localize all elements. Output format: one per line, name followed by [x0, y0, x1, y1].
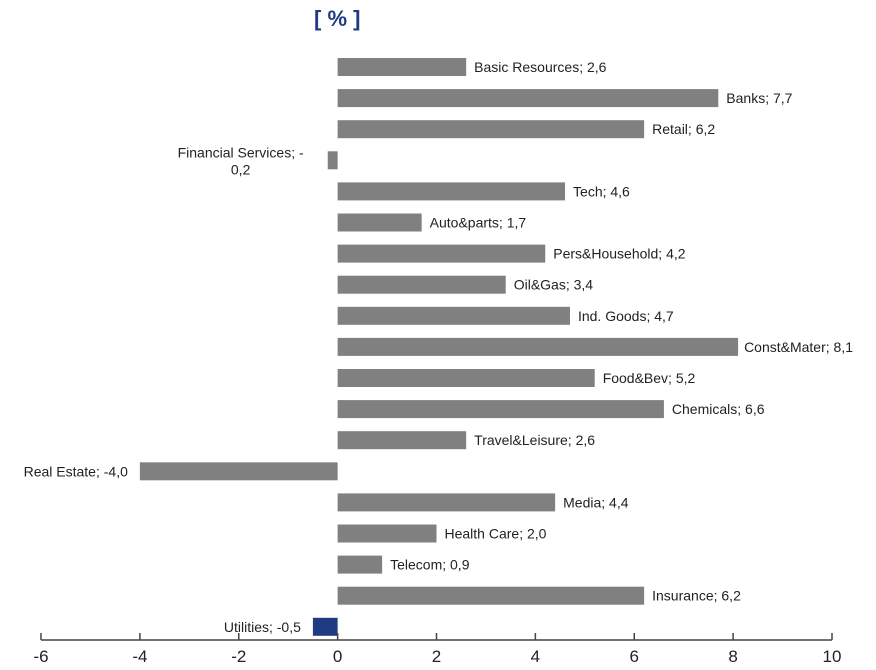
unit-label: [ % ]	[314, 6, 361, 31]
data-label: Pers&Household; 4,2	[553, 246, 686, 262]
data-label: Real Estate; -4,0	[24, 463, 128, 479]
bar	[337, 244, 546, 263]
data-label: Banks; 7,7	[726, 90, 792, 106]
bar	[337, 182, 566, 201]
x-tick-label: 4	[531, 647, 540, 666]
data-label: Food&Bev; 5,2	[603, 370, 696, 386]
data-label: Basic Resources; 2,6	[474, 59, 606, 75]
bar	[337, 431, 467, 450]
bar	[337, 555, 383, 574]
bar	[139, 462, 338, 481]
data-label: Travel&Leisure; 2,6	[474, 432, 595, 448]
data-label: Oil&Gas; 3,4	[514, 277, 594, 293]
data-label: Ind. Goods; 4,7	[578, 308, 674, 324]
x-tick-label: -6	[33, 647, 48, 666]
data-label: Const&Mater; 8,1	[744, 339, 853, 355]
x-tick-label: 2	[432, 647, 441, 666]
data-label: Telecom; 0,9	[390, 557, 470, 573]
bar	[337, 306, 570, 325]
x-tick-label: 10	[823, 647, 842, 666]
data-label: Financial Services; -0,2	[178, 144, 304, 177]
data-label: Tech; 4,6	[573, 183, 630, 199]
bar	[337, 586, 645, 605]
bar	[337, 400, 664, 419]
bar	[337, 524, 437, 543]
bar	[337, 89, 719, 108]
bar	[337, 369, 595, 387]
bar	[312, 617, 338, 636]
x-tick-label: 8	[728, 647, 737, 666]
bar	[337, 493, 556, 512]
data-label: Health Care; 2,0	[445, 526, 547, 542]
x-tick-label: 0	[333, 647, 342, 666]
bar	[337, 213, 422, 232]
data-label: Auto&parts; 1,7	[430, 215, 527, 231]
data-label-line: 0,2	[231, 161, 251, 177]
x-tick-label: -4	[132, 647, 147, 666]
x-tick-label: 6	[630, 647, 639, 666]
data-label: Insurance; 6,2	[652, 588, 741, 604]
bar	[337, 275, 506, 294]
data-label: Retail; 6,2	[652, 121, 715, 137]
x-tick-label: -2	[231, 647, 246, 666]
data-label-line: Financial Services; -	[178, 144, 304, 160]
data-label: Chemicals; 6,6	[672, 401, 765, 417]
data-label: Media; 4,4	[563, 494, 629, 510]
data-label: Utilities; -0,5	[224, 619, 301, 635]
bar	[337, 58, 467, 76]
bar	[337, 337, 739, 356]
bar	[337, 120, 645, 139]
bar	[327, 151, 338, 170]
